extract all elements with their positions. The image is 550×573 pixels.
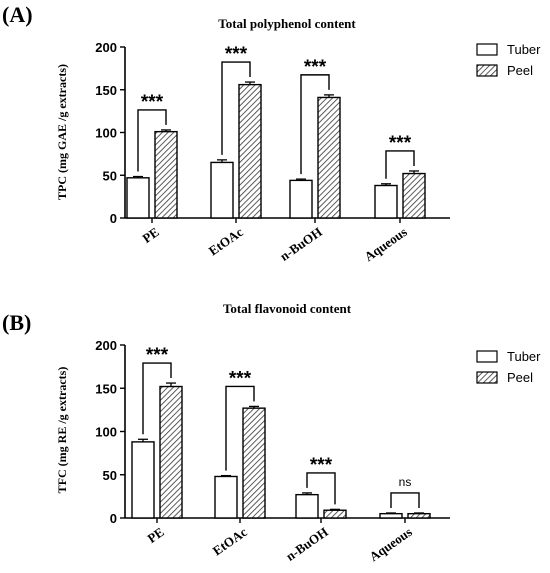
category-label-b: n-BuOH [283,524,331,564]
y-axis-label-b: TFC (mg RE /g extracts) [55,367,69,494]
category-label-a: EtOAc [206,224,246,258]
bar-peel-b [159,385,183,519]
category-label-b: Aqueous [366,524,414,564]
significance-bracket-b [142,362,172,435]
y-tick-label-a: 50 [103,168,117,183]
bar-tuber-a [210,161,234,219]
y-tick-label-a: 150 [95,83,117,98]
category-label-a: n-BuOH [277,224,325,264]
bar-tuber-a [126,177,150,219]
significance-bracket-a [300,74,330,175]
category-label-b: PE [144,524,166,546]
significance-bracket-b [225,385,255,471]
legend-label-peel-b: Peel [507,370,533,385]
y-tick-label-b: 100 [95,425,117,440]
bar-peel-a [238,83,262,219]
bar-tuber-a [289,179,313,219]
significance-bracket-b [306,472,336,505]
significance-bracket-b [390,492,420,508]
chart-title-a: Total polyphenol content [218,16,356,31]
bar-peel-b [242,407,266,519]
significance-label-a: *** [304,57,327,78]
significance-label-b: ns [399,475,412,489]
y-tick-label-a: 0 [110,211,117,226]
legend-label-tuber-a: Tuber [507,42,541,57]
significance-label-a: *** [141,92,164,113]
significance-bracket-a [137,109,167,172]
legend-label-tuber-b: Tuber [507,349,541,364]
significance-bracket-a [221,61,251,155]
y-tick-label-b: 0 [110,511,117,526]
y-tick-label-b: 200 [95,338,117,353]
legend-a: Tuber Peel [476,42,541,78]
significance-label-b: *** [229,368,252,389]
legend-swatch-peel-a [476,64,498,77]
legend-swatch-peel-b [476,371,498,384]
significance-label-b: *** [146,345,169,366]
bar-tuber-b [214,475,238,519]
category-label-a: PE [139,224,161,246]
panel-label-b: (B) [2,310,31,335]
category-label-b: EtOAc [210,524,250,558]
legend-label-peel-a: Peel [507,63,533,78]
bar-peel-a [402,172,426,219]
plot-area-b: 0 50 100 150 200 PE *** EtOAc *** n-BuOH *** Aqueou… [95,338,450,564]
significance-label-b: *** [310,455,333,476]
y-tick-label-a: 100 [95,126,117,141]
legend-swatch-tuber-b [476,350,498,363]
y-tick-label-b: 150 [95,381,117,396]
bar-tuber-a [374,184,398,219]
y-tick-label-b: 50 [103,468,117,483]
bar-tuber-b [131,441,155,519]
significance-bracket-a [385,150,415,179]
chart-title-b: Total flavonoid content [223,301,352,316]
y-tick-label-a: 200 [95,40,117,55]
plot-area-a: 0 50 100 150 200 PE *** EtOAc *** n-BuOH *** Aqueou… [95,40,450,264]
y-axis-label-a: TPC (mg GAE /g extracts) [55,64,69,200]
category-label-a: Aqueous [361,224,409,264]
bar-peel-a [317,96,341,219]
panel-label-a: (A) [2,2,33,27]
bar-tuber-b [295,493,319,519]
bar-peel-a [154,130,178,219]
legend-b: Tuber Peel [476,349,541,385]
significance-label-a: *** [225,44,248,65]
legend-swatch-tuber-a [476,43,498,56]
bar-peel-b [407,512,431,519]
significance-label-a: *** [389,133,412,154]
bar-peel-b [323,509,347,519]
bar-tuber-b [379,512,403,519]
